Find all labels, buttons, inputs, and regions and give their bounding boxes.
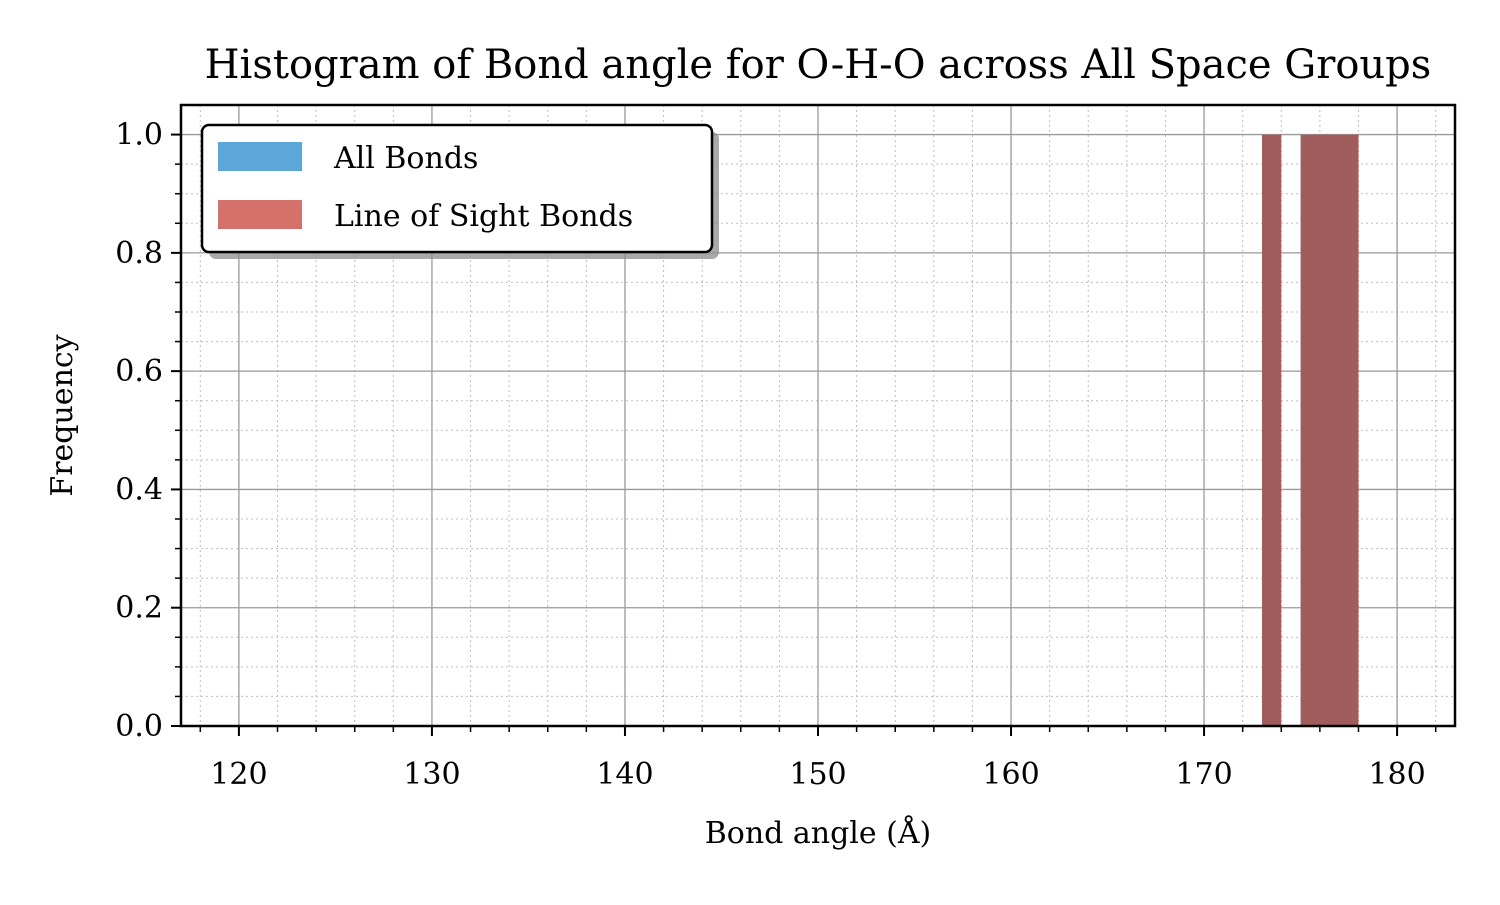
x-tick-label: 160 bbox=[982, 757, 1039, 792]
y-tick-label: 1.0 bbox=[115, 118, 163, 153]
histogram-bar bbox=[1300, 134, 1359, 727]
x-axis-label: Bond angle (Å) bbox=[705, 815, 932, 851]
legend-swatch bbox=[218, 142, 302, 171]
chart-title: Histogram of Bond angle for O-H-O across… bbox=[205, 42, 1432, 88]
legend-label: Line of Sight Bonds bbox=[334, 199, 633, 234]
legend-box bbox=[200, 123, 714, 254]
x-tick-label: 130 bbox=[403, 757, 460, 792]
x-tick-label: 180 bbox=[1368, 757, 1425, 792]
legend: All Bonds Line of Sight Bonds bbox=[200, 123, 719, 259]
tick-labels: 120 130 140 150 160 170 180 0.0 0.2 0.4 0.6 0.8 1.0 bbox=[115, 118, 1425, 792]
x-tick-label: 120 bbox=[210, 757, 267, 792]
legend-label: All Bonds bbox=[333, 141, 478, 176]
x-tick-label: 150 bbox=[789, 757, 846, 792]
legend-swatch bbox=[218, 200, 302, 229]
histogram-bars bbox=[1261, 134, 1359, 727]
y-tick-label: 0.2 bbox=[115, 591, 163, 626]
x-tick-label: 140 bbox=[596, 757, 653, 792]
x-tick-label: 170 bbox=[1175, 757, 1232, 792]
histogram-bar bbox=[1261, 134, 1282, 727]
axis-ticks bbox=[171, 133, 1437, 736]
y-tick-label: 0.8 bbox=[115, 236, 163, 271]
y-tick-label: 0.6 bbox=[115, 354, 163, 389]
y-tick-label: 0.4 bbox=[115, 472, 163, 507]
y-tick-label: 0.0 bbox=[115, 709, 163, 744]
y-axis-label: Frequency bbox=[45, 334, 80, 496]
